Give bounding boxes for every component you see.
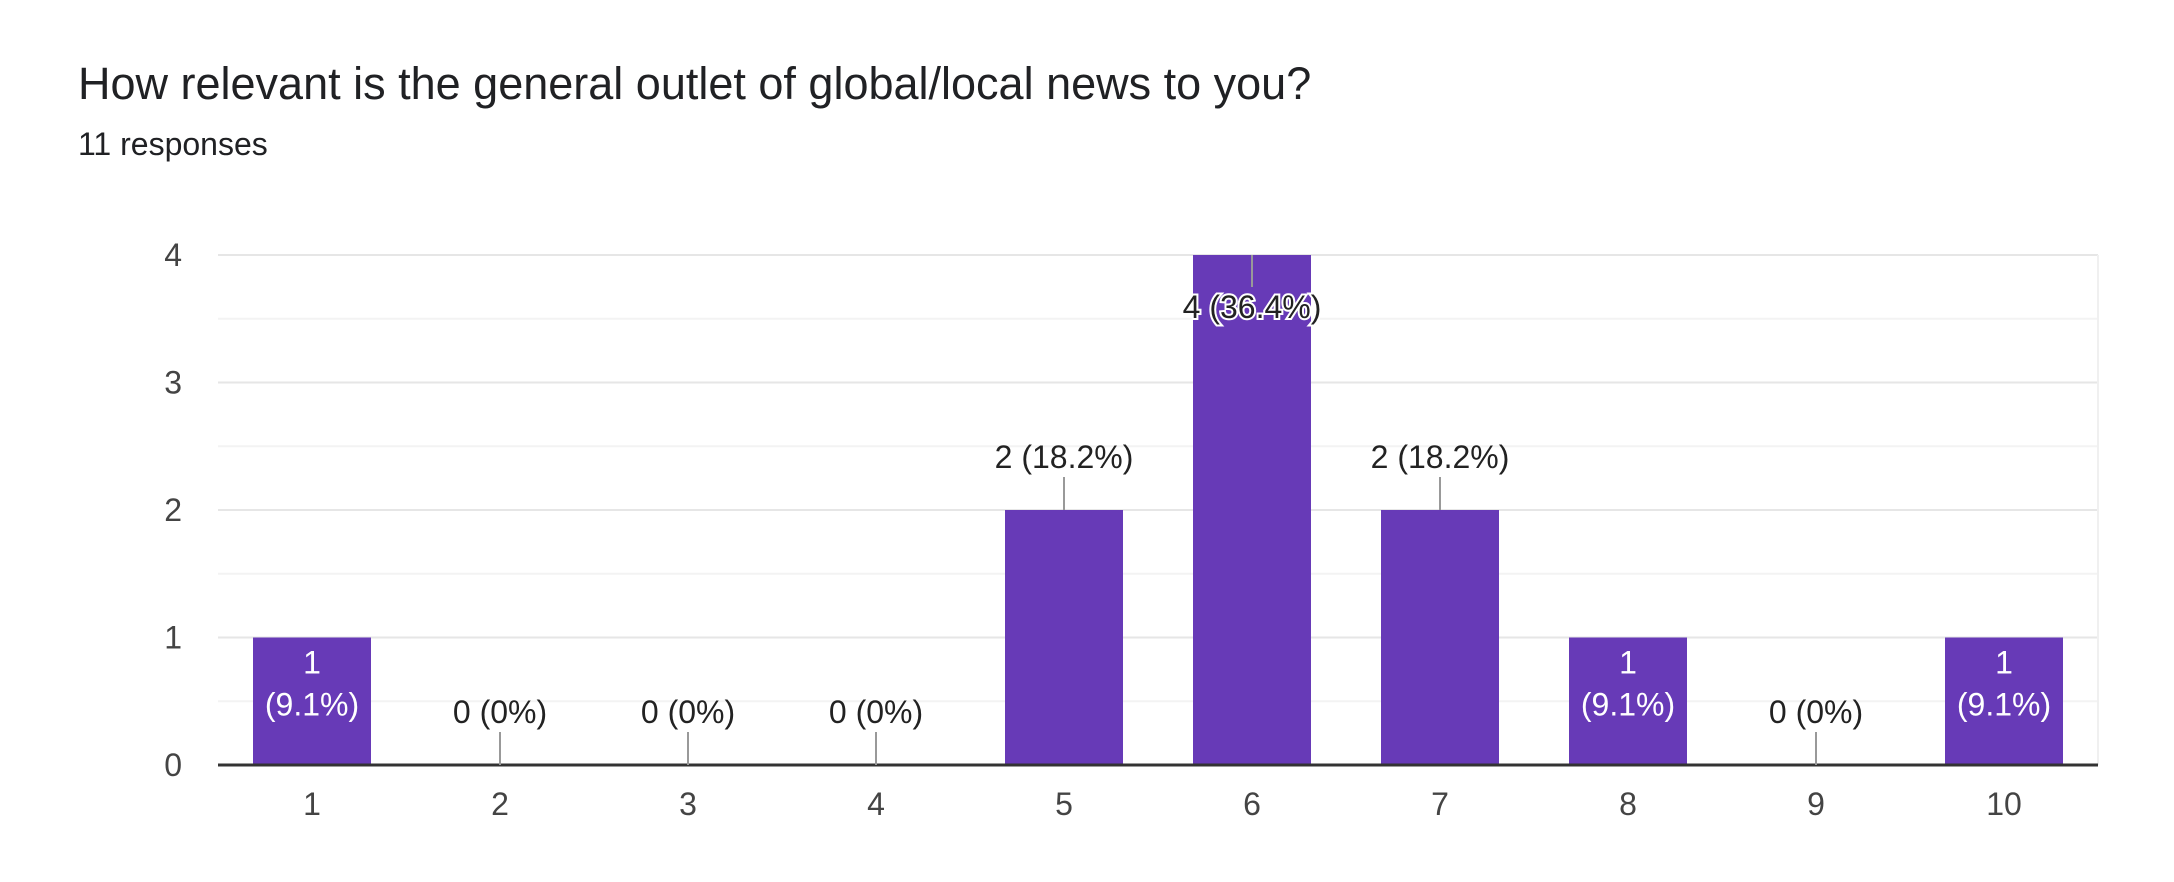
data-label-percent: (9.1%) (265, 687, 359, 723)
bar (1945, 637, 2063, 765)
bar (1381, 510, 1499, 765)
data-label: 0 (0%) (453, 694, 547, 730)
x-tick-label: 6 (1243, 786, 1261, 822)
data-label-count: 1 (303, 645, 321, 681)
chart-title: How relevant is the general outlet of gl… (78, 58, 1312, 109)
x-tick-label: 3 (679, 786, 697, 822)
response-count: 11 responses (78, 126, 268, 162)
y-tick-label: 2 (164, 492, 182, 528)
data-label-percent: (9.1%) (1581, 687, 1675, 723)
x-tick-label: 9 (1807, 786, 1825, 822)
data-label: 0 (0%) (1769, 694, 1863, 730)
data-label: 2 (18.2%) (1371, 439, 1510, 475)
data-label: 2 (18.2%) (995, 439, 1134, 475)
data-label: 0 (0%) (641, 694, 735, 730)
bar (1005, 510, 1123, 765)
x-tick-label: 7 (1431, 786, 1449, 822)
x-tick-label: 8 (1619, 786, 1637, 822)
y-tick-label: 1 (164, 620, 182, 656)
x-tick-label: 10 (1986, 786, 2022, 822)
y-tick-label: 3 (164, 365, 182, 401)
data-label-count: 1 (1995, 645, 2013, 681)
y-tick-label: 0 (164, 747, 182, 783)
data-label: 0 (0%) (829, 694, 923, 730)
x-tick-label: 2 (491, 786, 509, 822)
x-tick-label: 5 (1055, 786, 1073, 822)
y-tick-label: 4 (164, 237, 182, 273)
x-tick-label: 1 (303, 786, 321, 822)
data-label-count: 1 (1619, 645, 1637, 681)
bar (1569, 637, 1687, 765)
x-tick-label: 4 (867, 786, 885, 822)
bar (1193, 255, 1311, 765)
data-label-percent: (9.1%) (1957, 687, 2051, 723)
data-label: 4 (36.4%) (1183, 289, 1322, 325)
bar (253, 637, 371, 765)
